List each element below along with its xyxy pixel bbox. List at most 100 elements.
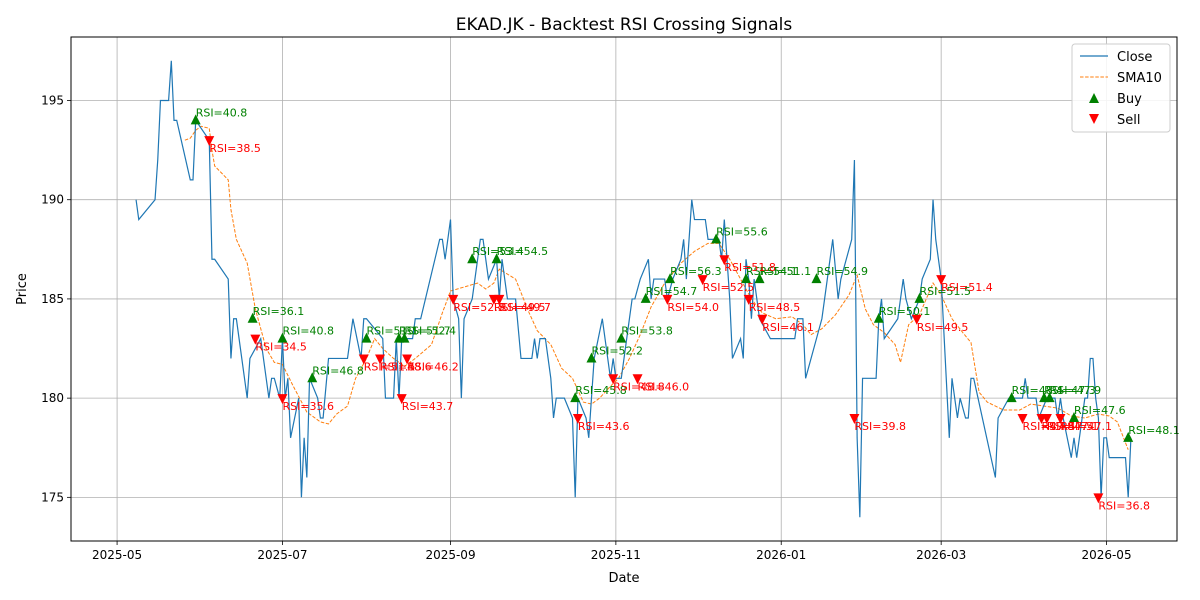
x-axis-label: Date (608, 571, 639, 586)
sell-signal-label: RSI=54.0 (667, 301, 719, 314)
sell-marker (204, 136, 215, 147)
x-tick-label: 2026-05 (1081, 548, 1131, 562)
buy-signal-label: RSI=47.9 (1050, 384, 1102, 397)
series-line-sma10 (184, 125, 1129, 450)
buy-signal-label: RSI=45.8 (575, 384, 627, 397)
buy-marker (914, 292, 925, 303)
buy-signal-label: RSI=54.1 (746, 265, 798, 278)
sell-marker (849, 413, 860, 424)
buy-marker (873, 312, 884, 323)
chart-title: EKAD.JK - Backtest RSI Crossing Signals (456, 15, 793, 35)
buy-marker (1123, 431, 1134, 442)
sell-marker (1055, 413, 1066, 424)
x-tick-label: 2025-05 (92, 548, 142, 562)
sell-marker (396, 394, 407, 405)
buy-signal-label: RSI=47.6 (1074, 404, 1126, 417)
sell-signal-label: RSI=48.5 (749, 301, 801, 314)
sell-marker (250, 334, 261, 345)
sell-signal-label: RSI=46.1 (762, 321, 814, 334)
sell-signal-label: RSI=52.3 (453, 301, 505, 314)
buy-signal-label: RSI=51.5 (919, 285, 971, 298)
y-tick-label: 195 (41, 93, 64, 107)
buy-marker (467, 253, 478, 264)
buy-signal-label: RSI=36.1 (253, 305, 305, 318)
legend-close-label: Close (1117, 50, 1152, 65)
buy-signal-label: RSI=52.4 (404, 325, 456, 338)
sell-signal-label: RSI=35.6 (282, 400, 334, 413)
sell-signal-label: RSI=46.2 (407, 360, 459, 373)
x-tick-label: 2025-11 (591, 548, 641, 562)
sell-signal-label: RSI=48.6 (380, 360, 432, 373)
sell-signal-label: RSI=47.1 (1047, 420, 1099, 433)
buy-signal-label: RSI=54.7 (646, 285, 698, 298)
sell-marker (936, 275, 947, 286)
buy-marker (740, 273, 751, 284)
buy-signal-label: RSI=51.7 (399, 325, 451, 338)
sell-signal-label: RSI=51.8 (724, 261, 776, 274)
buy-marker (640, 292, 651, 303)
legend-sell-swatch (1089, 114, 1099, 124)
sell-signal-label: RSI=49.5 (917, 321, 969, 334)
sell-marker (662, 294, 673, 305)
buy-marker (616, 332, 627, 343)
buy-marker (247, 312, 258, 323)
y-tick-label: 175 (41, 490, 64, 504)
buy-marker (491, 253, 502, 264)
x-tick-label: 2026-01 (756, 548, 806, 562)
sell-marker (1017, 413, 1028, 424)
sell-signal-label: RSI=51.4 (941, 281, 993, 294)
buy-signal-label: RSI=53.4 (472, 245, 524, 258)
sell-signal-label: RSI=36.8 (1098, 499, 1150, 512)
y-axis-label: Price (15, 273, 30, 305)
sell-marker (494, 294, 505, 305)
buy-marker (570, 392, 581, 403)
sell-marker (572, 413, 583, 424)
sell-signal-label: RSI=46.0 (638, 380, 690, 393)
sell-marker (911, 314, 922, 325)
sell-marker (697, 275, 708, 286)
buy-marker (277, 332, 288, 343)
sell-marker (277, 394, 288, 405)
buy-markers (190, 114, 1134, 442)
sell-signal-label: RSI=52.5 (703, 281, 755, 294)
buy-signal-label: RSI=51.1 (760, 265, 812, 278)
buy-signal-label: RSI=52.2 (591, 344, 643, 357)
sell-signal-label: RSI=34.5 (255, 341, 307, 354)
sell-marker (402, 354, 413, 365)
legend-sma-label: SMA10 (1117, 71, 1162, 86)
sell-signal-label: RSI=38.5 (209, 142, 261, 155)
buy-signal-label: RSI=56.3 (670, 265, 722, 278)
buy-marker (811, 273, 822, 284)
sell-signal-label: RSI=39.8 (854, 420, 906, 433)
sell-signal-label: RSI=49.5 (494, 301, 546, 314)
sell-marker (632, 374, 643, 385)
buy-marker (1044, 392, 1055, 403)
sell-signal-label: RSI=43.6 (578, 420, 630, 433)
buy-marker (190, 114, 201, 125)
x-tick-label: 2025-09 (425, 548, 475, 562)
x-axis-ticks: 2025-05 2025-07 2025-09 2025-11 2026-01 2026-… (92, 541, 1132, 562)
sell-marker (757, 314, 768, 325)
signal-labels: RSI=40.8 RSI=36.1 RSI=40.8 RSI=46.8 RSI=51.1… (196, 106, 1180, 512)
sell-signal-label: RSI=47.8 (1022, 420, 1074, 433)
sell-signal-label: RSI=47.1 (1060, 420, 1112, 433)
sell-marker (375, 354, 386, 365)
buy-signal-label: RSI=40.8 (196, 106, 248, 119)
buy-marker (754, 273, 765, 284)
buy-signal-label: RSI=54.5 (497, 245, 549, 258)
sell-marker (743, 294, 754, 305)
buy-marker (665, 273, 676, 284)
y-tick-label: 185 (41, 292, 64, 306)
sell-signal-label: RSI=49.7 (499, 301, 551, 314)
sell-marker (448, 294, 459, 305)
legend-box (1071, 43, 1171, 133)
buy-signal-label: RSI=53.8 (621, 325, 673, 338)
buy-marker (399, 332, 410, 343)
series-line-close (135, 60, 1132, 518)
buy-signal-label: RSI=50.1 (879, 305, 931, 318)
y-tick-label: 180 (41, 391, 64, 405)
buy-marker (1068, 411, 1079, 422)
y-tick-label: 190 (41, 193, 64, 207)
sell-signal-label: RSI=51.5 (364, 360, 416, 373)
